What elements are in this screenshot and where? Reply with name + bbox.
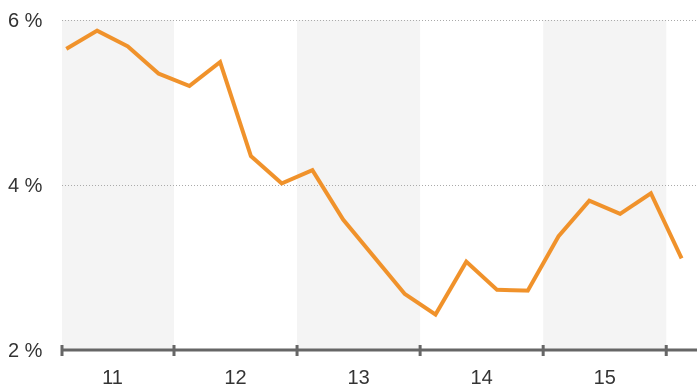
x-tick-label-14: 14 <box>471 367 493 389</box>
x-axis-labels: 11 12 13 14 15 <box>102 367 616 389</box>
x-tick-label-15: 15 <box>594 367 616 389</box>
series-layer <box>65 28 684 318</box>
y-tick-label-4: 4 % <box>8 175 43 197</box>
x-axis <box>60 345 697 356</box>
band-0 <box>62 20 174 350</box>
x-tick-label-11: 11 <box>102 367 123 389</box>
y-axis-labels: 6 % 4 % 2 % <box>8 10 43 362</box>
x-tick-label-12: 12 <box>224 367 246 389</box>
series-line <box>65 28 684 318</box>
grid-lines <box>62 20 697 186</box>
x-tick-label-13: 13 <box>347 367 369 389</box>
y-tick-label-6: 6 % <box>8 10 43 32</box>
background-bands <box>62 20 667 350</box>
y-tick-label-2: 2 % <box>8 340 43 362</box>
